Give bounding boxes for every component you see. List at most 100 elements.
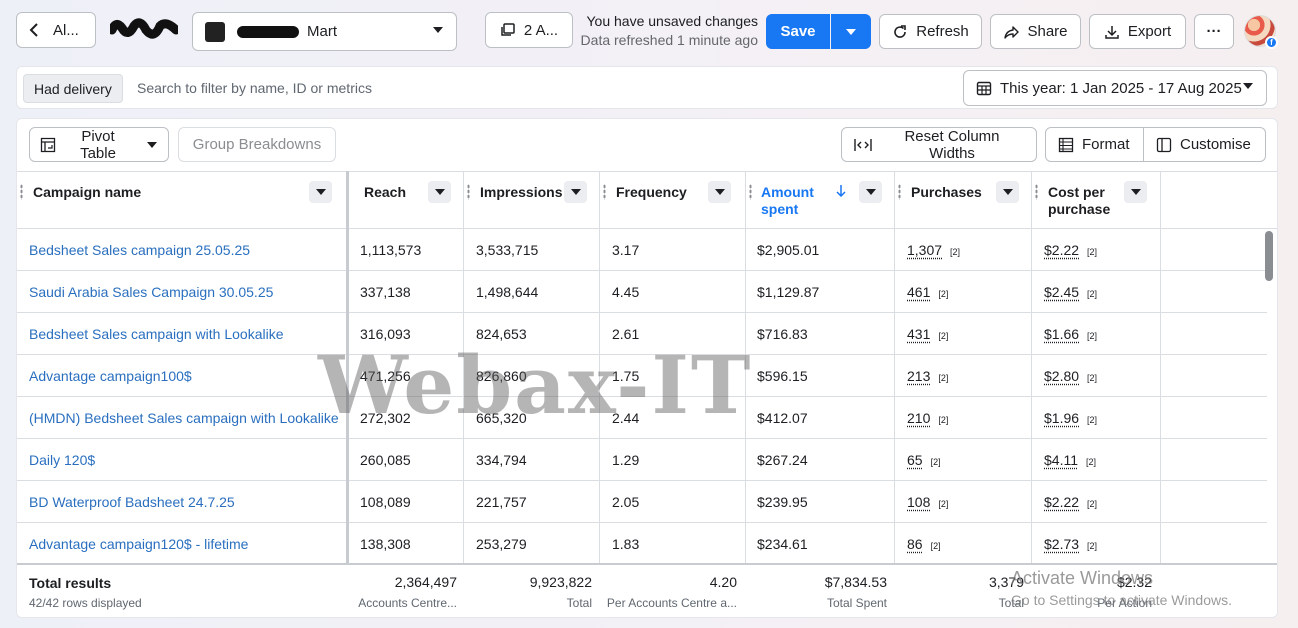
result-note-badge[interactable]: [2] [1087, 247, 1098, 257]
column-header-frequency[interactable]: Frequency [600, 172, 745, 228]
drag-handle-icon[interactable] [898, 184, 901, 200]
cost-per-purchase-cell[interactable]: $2.80 [2] [1044, 368, 1097, 384]
column-divider [894, 171, 895, 617]
sort-descending-icon[interactable] [836, 185, 846, 197]
result-note-badge[interactable]: [2] [1087, 499, 1098, 509]
result-note-badge[interactable]: [2] [938, 373, 949, 383]
table-row: Advantage campaign100$ 471,256 826,860 1.75… [17, 355, 1267, 397]
save-options-button[interactable] [831, 14, 871, 49]
result-note-badge[interactable]: [2] [950, 247, 961, 257]
chevron-left-icon [29, 23, 39, 37]
date-range-picker[interactable]: This year: 1 Jan 2025 - 17 Aug 2025 [963, 70, 1267, 106]
campaign-name-link[interactable]: Advantage campaign100$ [29, 368, 192, 384]
filter-chip-had-delivery[interactable]: Had delivery [23, 74, 123, 103]
campaign-name-link[interactable]: Bedsheet Sales campaign 25.05.25 [29, 242, 250, 258]
format-button[interactable]: Format [1046, 128, 1144, 161]
result-note-badge[interactable]: [2] [930, 457, 941, 467]
cost-per-purchase-cell[interactable]: $1.96 [2] [1044, 410, 1097, 426]
facebook-icon: f [1265, 36, 1278, 49]
cost-per-purchase-cell[interactable]: $2.22 [2] [1044, 494, 1097, 510]
result-note-badge[interactable]: [2] [1087, 541, 1098, 551]
column-menu-button[interactable] [1124, 181, 1147, 203]
column-menu-button[interactable] [564, 181, 587, 203]
reset-column-widths-button[interactable]: Reset Column Widths [841, 127, 1037, 162]
campaign-name-link[interactable]: BD Waterproof Badsheet 24.7.25 [29, 494, 235, 510]
result-note-badge[interactable]: [2] [1087, 373, 1098, 383]
profile-avatar[interactable]: f [1244, 15, 1278, 49]
purchases-cell[interactable]: 431 [2] [907, 326, 948, 342]
ad-account-selector[interactable]: Mart [192, 12, 457, 51]
reach-cell: 1,113,573 [360, 242, 421, 258]
cost-per-purchase-cell[interactable]: $2.45 [2] [1044, 284, 1097, 300]
format-icon [1058, 137, 1074, 153]
result-note-badge[interactable]: [2] [1087, 289, 1098, 299]
frozen-column-divider[interactable] [346, 171, 349, 563]
back-button[interactable]: Al... [16, 12, 96, 48]
cost-per-purchase-cell[interactable]: $4.11 [2] [1044, 452, 1096, 468]
result-note-badge[interactable]: [2] [938, 289, 949, 299]
purchases-cell[interactable]: 86 [2] [907, 536, 941, 552]
purchases-cell[interactable]: 108 [2] [907, 494, 948, 510]
drag-handle-icon[interactable] [603, 184, 606, 200]
purchases-cell[interactable]: 461 [2] [907, 284, 948, 300]
table-row: BD Waterproof Badsheet 24.7.25 108,089 221… [17, 481, 1267, 523]
purchases-cell[interactable]: 1,307 [2] [907, 242, 960, 258]
campaign-name-link-value: (HMDN) Bedsheet Sales campaign with Look… [29, 410, 339, 426]
drag-handle-icon[interactable] [467, 184, 470, 200]
cost-per-purchase-cell[interactable]: $2.22 [2] [1044, 242, 1097, 258]
column-menu-button[interactable] [428, 181, 451, 203]
result-note-badge[interactable]: [2] [1086, 457, 1097, 467]
purchases-cell[interactable]: 210 [2] [907, 410, 948, 426]
purchases-cell[interactable]: 213 [2] [907, 368, 948, 384]
campaign-name-link[interactable]: Saudi Arabia Sales Campaign 30.05.25 [29, 284, 273, 300]
group-breakdowns-button[interactable]: Group Breakdowns [178, 127, 336, 162]
cost-per-purchase-cell[interactable]: $1.66 [2] [1044, 326, 1097, 342]
column-header-impressions[interactable]: Impressions [464, 172, 599, 228]
share-button[interactable]: Share [990, 14, 1081, 49]
customise-button[interactable]: Customise [1144, 128, 1263, 161]
reach-cell-value: 471,256 [360, 368, 411, 384]
drag-handle-icon[interactable] [1035, 184, 1038, 200]
result-note-badge[interactable]: [2] [938, 331, 949, 341]
impressions-cell-value: 253,279 [476, 536, 527, 552]
vertical-scrollbar[interactable] [1265, 231, 1273, 281]
campaign-name-link-value: Daily 120$ [29, 452, 96, 468]
campaign-name-link[interactable]: Advantage campaign120$ - lifetime [29, 536, 248, 552]
column-header-purchases[interactable]: Purchases [895, 172, 1031, 228]
more-icon: ··· [1206, 23, 1222, 40]
column-header-campaign-name[interactable]: Campaign name [17, 172, 346, 228]
selected-items-button[interactable]: 2 A... [485, 12, 573, 48]
save-button[interactable]: Save [766, 14, 830, 49]
search-input[interactable] [137, 75, 737, 101]
column-menu-button[interactable] [309, 181, 332, 203]
cost-per-purchase-cell-value: $2.45 [1044, 284, 1080, 300]
drag-handle-icon[interactable] [20, 184, 23, 200]
result-note-badge[interactable]: [2] [1087, 415, 1098, 425]
column-header-label: Purchases [911, 184, 982, 200]
column-header-reach[interactable]: Reach [349, 172, 463, 228]
column-menu-button[interactable] [996, 181, 1019, 203]
column-header-amount-spent[interactable]: Amount spent [746, 172, 894, 228]
more-options-button[interactable]: ··· [1194, 14, 1234, 49]
column-header-cost-per-purchase[interactable]: Cost per purchase [1032, 172, 1160, 228]
refresh-button[interactable]: Refresh [879, 14, 982, 49]
column-menu-button[interactable] [859, 181, 882, 203]
reach-cell: 260,085 [360, 452, 411, 468]
campaign-name-link[interactable]: Daily 120$ [29, 452, 95, 468]
cost-per-purchase-cell[interactable]: $2.73 [2] [1044, 536, 1097, 552]
result-note-badge[interactable]: [2] [938, 415, 949, 425]
amount-spent-cell-value: $239.95 [757, 494, 808, 510]
campaign-name-link[interactable]: Bedsheet Sales campaign with Lookalike [29, 326, 284, 342]
drag-handle-icon[interactable] [749, 184, 752, 200]
purchases-cell[interactable]: 65 [2] [907, 452, 941, 468]
purchases-cell-value: 461 [907, 284, 931, 300]
impressions-cell-value: 1,498,644 [476, 284, 539, 300]
customise-label: Customise [1180, 136, 1251, 153]
column-menu-button[interactable] [708, 181, 731, 203]
campaign-name-link[interactable]: (HMDN) Bedsheet Sales campaign with Look… [29, 410, 339, 426]
result-note-badge[interactable]: [2] [938, 499, 949, 509]
export-button[interactable]: Export [1089, 14, 1186, 49]
result-note-badge[interactable]: [2] [930, 541, 941, 551]
pivot-table-button[interactable]: Pivot Table [29, 127, 169, 162]
result-note-badge[interactable]: [2] [1087, 331, 1098, 341]
